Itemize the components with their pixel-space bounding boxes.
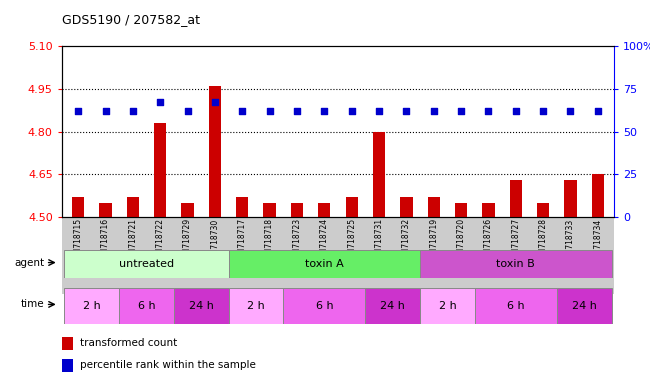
Bar — [400, 197, 413, 217]
Point — [183, 108, 193, 114]
Text: time: time — [21, 300, 44, 310]
Bar — [127, 197, 139, 217]
Bar — [455, 203, 467, 217]
Point — [100, 108, 110, 114]
Point — [346, 108, 357, 114]
Text: 6 h: 6 h — [507, 301, 525, 311]
Point — [511, 108, 521, 114]
Text: GDS5190 / 207582_at: GDS5190 / 207582_at — [62, 13, 200, 26]
Text: 6 h: 6 h — [138, 301, 155, 311]
Bar — [346, 197, 358, 217]
Point — [292, 108, 302, 114]
Point — [483, 108, 493, 114]
Text: toxin B: toxin B — [497, 259, 535, 269]
Point — [319, 108, 330, 114]
Point — [155, 99, 165, 106]
Point — [73, 108, 83, 114]
Bar — [99, 203, 112, 217]
Bar — [564, 180, 577, 217]
Text: 24 h: 24 h — [188, 301, 214, 311]
Bar — [72, 197, 84, 217]
Bar — [236, 197, 248, 217]
Text: 6 h: 6 h — [315, 301, 333, 311]
Bar — [420, 288, 474, 324]
Bar — [291, 203, 303, 217]
Bar — [365, 288, 420, 324]
Text: 24 h: 24 h — [380, 301, 405, 311]
Bar — [510, 180, 522, 217]
Point — [401, 108, 411, 114]
Bar — [557, 288, 612, 324]
Point — [210, 99, 220, 106]
Bar — [229, 250, 420, 278]
Bar — [592, 174, 604, 217]
Point — [428, 108, 439, 114]
Bar — [428, 197, 440, 217]
Text: untreated: untreated — [119, 259, 174, 269]
Bar — [482, 203, 495, 217]
Bar — [373, 131, 385, 217]
Bar — [154, 123, 166, 217]
Text: 2 h: 2 h — [247, 301, 265, 311]
Bar — [209, 86, 221, 217]
Point — [374, 108, 384, 114]
Bar — [174, 288, 229, 324]
Bar — [181, 203, 194, 217]
Bar — [64, 250, 229, 278]
Bar — [318, 203, 330, 217]
Text: 2 h: 2 h — [439, 301, 456, 311]
Point — [566, 108, 576, 114]
Point — [127, 108, 138, 114]
Point — [593, 108, 603, 114]
Text: transformed count: transformed count — [80, 338, 177, 348]
Bar — [64, 288, 119, 324]
Bar — [229, 288, 283, 324]
Point — [538, 108, 549, 114]
Bar — [474, 288, 557, 324]
Bar — [420, 250, 612, 278]
Text: 24 h: 24 h — [572, 301, 597, 311]
Point — [237, 108, 248, 114]
Bar — [283, 288, 365, 324]
Point — [456, 108, 466, 114]
Text: percentile rank within the sample: percentile rank within the sample — [80, 360, 256, 370]
Bar — [263, 203, 276, 217]
Text: toxin A: toxin A — [305, 259, 344, 269]
Bar — [119, 288, 174, 324]
Text: 2 h: 2 h — [83, 301, 101, 311]
Bar — [62, 337, 73, 349]
Point — [265, 108, 275, 114]
Bar — [62, 359, 73, 372]
Text: agent: agent — [14, 258, 44, 268]
Bar — [537, 203, 549, 217]
